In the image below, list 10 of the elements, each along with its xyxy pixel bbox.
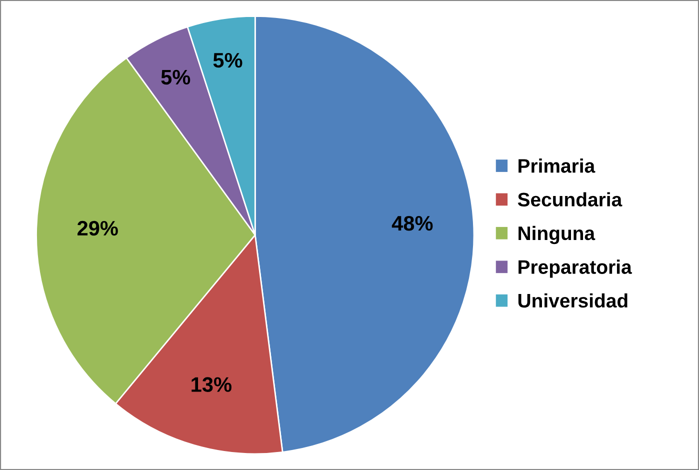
legend-label: Preparatoria <box>518 260 632 278</box>
legend-label: Primaria <box>518 158 596 173</box>
data-label: 13% <box>192 377 232 392</box>
data-label: 48% <box>392 216 433 231</box>
data-label: 5% <box>213 52 242 68</box>
data-label: 29% <box>78 220 118 236</box>
legend-label: Secundaria <box>518 192 622 206</box>
data-label: 5% <box>161 70 190 85</box>
legend-label: Ninguna <box>518 226 596 244</box>
legend-label: Universidad <box>518 293 628 308</box>
